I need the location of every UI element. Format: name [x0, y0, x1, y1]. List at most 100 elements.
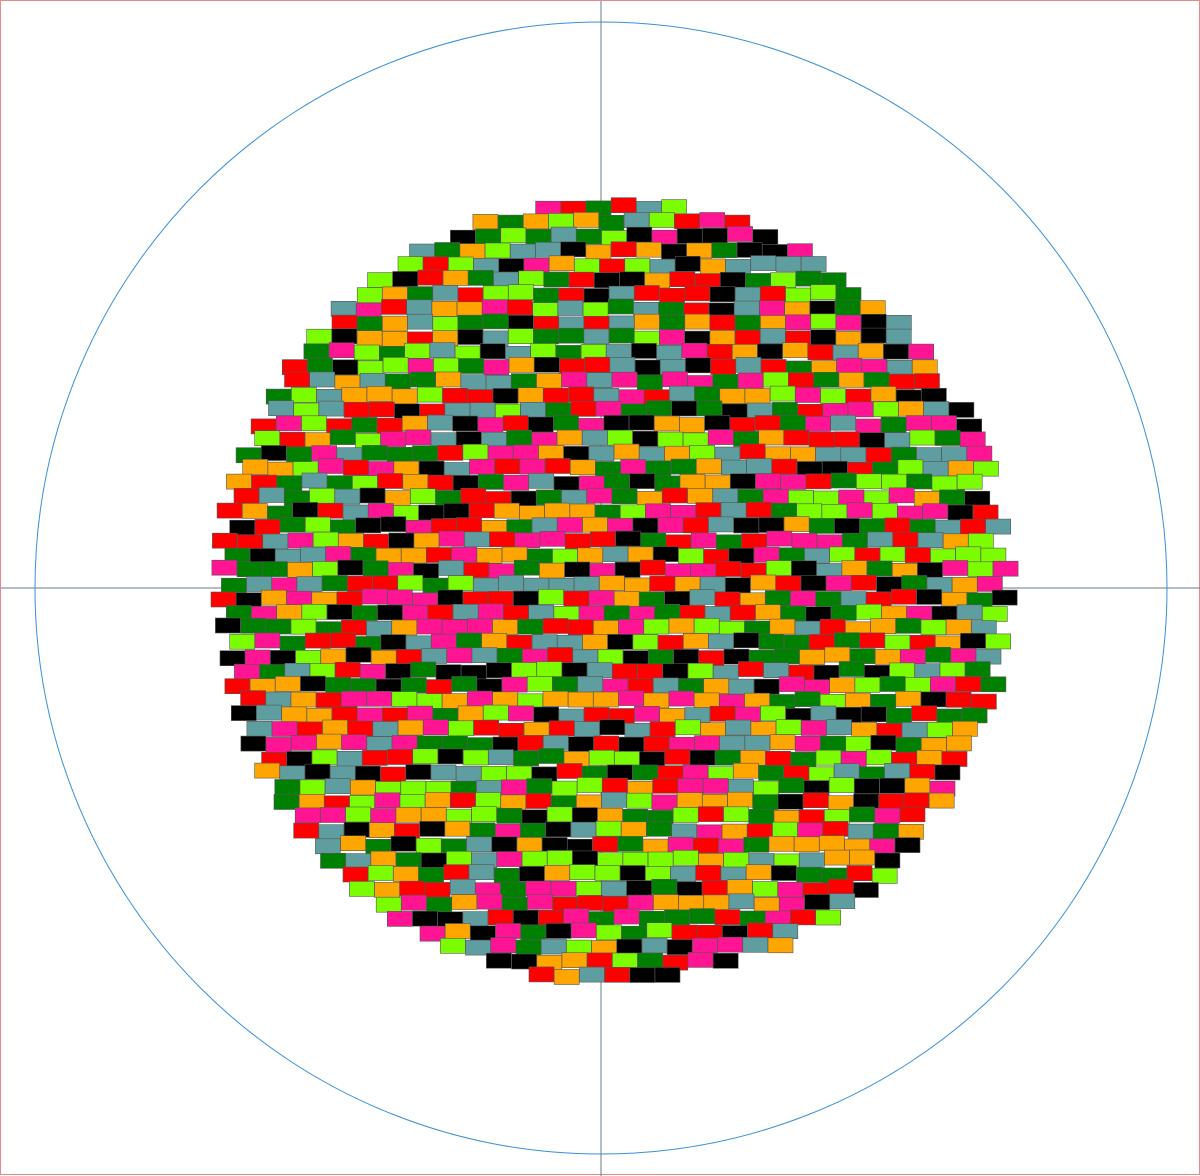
tile-red: [649, 721, 676, 738]
tile-orange: [400, 547, 427, 564]
tile-red: [914, 373, 940, 389]
tile-lime: [981, 606, 1008, 622]
tile-teal: [847, 823, 874, 840]
tile-lime: [582, 301, 609, 318]
tile-pink: [501, 676, 528, 693]
tile-green: [265, 618, 292, 635]
tile-teal: [573, 576, 600, 593]
tile-green: [261, 561, 288, 577]
tile-pink: [275, 415, 302, 432]
tile-lime: [879, 546, 906, 563]
tile-pink: [422, 719, 449, 736]
tile-red: [884, 517, 911, 534]
tile-lime: [909, 429, 936, 446]
tile-red: [293, 822, 320, 839]
tile-orange: [744, 388, 771, 404]
tile-orange: [431, 300, 458, 317]
tile-red: [662, 487, 688, 504]
tile-pink: [370, 808, 397, 824]
tile-teal: [583, 328, 610, 345]
tile-orange: [536, 373, 562, 389]
tile-green: [880, 416, 907, 433]
tile-pink: [780, 474, 807, 490]
tile-black: [860, 313, 887, 330]
tile-black: [709, 286, 736, 303]
tile-teal: [744, 735, 771, 751]
tile-lime: [594, 865, 621, 881]
tile-teal: [466, 836, 492, 853]
tile-pink: [707, 429, 734, 445]
tile-teal: [725, 719, 752, 736]
tile-black: [712, 952, 739, 969]
tile-orange: [544, 502, 571, 519]
tile-teal: [602, 546, 629, 562]
tile-green: [648, 649, 674, 666]
tile-green: [517, 618, 544, 635]
tile-pink: [512, 444, 539, 461]
tile-teal: [829, 893, 856, 909]
tile-green: [520, 822, 546, 839]
tile-red: [612, 663, 638, 680]
tile-teal: [624, 722, 651, 739]
tile-green: [637, 952, 663, 969]
tile-lime: [530, 343, 557, 359]
tile-pink: [527, 893, 553, 910]
tile-orange: [835, 331, 862, 347]
tile-orange: [895, 691, 922, 707]
tile-green: [795, 270, 822, 287]
tile-red: [502, 415, 529, 431]
tile-black: [533, 706, 560, 723]
tile-pink: [328, 342, 355, 359]
tile-lime: [291, 386, 317, 403]
tile-red: [775, 575, 802, 592]
tile-green: [934, 430, 961, 446]
tile-lime: [815, 909, 842, 926]
tile-black: [631, 343, 657, 359]
tile-orange: [947, 460, 974, 477]
tile-teal: [586, 662, 613, 678]
tile-red: [254, 519, 281, 535]
tile-green: [482, 313, 509, 330]
tile-red: [695, 865, 722, 881]
tile-lime: [397, 574, 424, 591]
tile-red: [570, 401, 597, 417]
tile-red: [634, 285, 660, 301]
tile-red: [586, 952, 613, 969]
tile-black: [736, 242, 763, 258]
tile-red: [489, 531, 515, 548]
tile-orange: [593, 620, 619, 636]
tile-black: [673, 649, 699, 665]
tile-green: [555, 345, 582, 361]
tile-pink: [341, 690, 367, 707]
tile-orange: [582, 516, 608, 533]
tile-green: [748, 809, 775, 825]
tile-red: [859, 632, 886, 649]
tile-green: [533, 328, 559, 345]
tile-pink: [438, 530, 465, 547]
tile-teal: [586, 372, 613, 389]
tile-green: [506, 429, 533, 446]
tile-black: [626, 880, 652, 896]
tile-teal: [840, 447, 867, 463]
tile-orange: [857, 342, 884, 359]
tile-green: [442, 735, 468, 752]
tile-green: [939, 489, 965, 506]
tile-green: [813, 371, 840, 388]
tile-orange: [457, 705, 484, 722]
tile-orange: [793, 836, 820, 853]
tile-lime: [475, 792, 501, 808]
tile-orange: [679, 474, 706, 490]
tile-orange: [350, 779, 376, 796]
tile-lime: [769, 385, 796, 402]
tile-pink: [416, 618, 443, 635]
tile-black: [603, 415, 630, 431]
tile-orange: [391, 619, 418, 636]
tile-orange: [678, 894, 704, 911]
tile-lime: [309, 487, 335, 504]
tile-orange: [393, 866, 419, 882]
tile-black: [920, 691, 947, 708]
tile-orange: [703, 678, 730, 695]
tile-teal: [763, 662, 789, 679]
tile-black: [800, 575, 827, 592]
tile-lime: [511, 662, 537, 678]
